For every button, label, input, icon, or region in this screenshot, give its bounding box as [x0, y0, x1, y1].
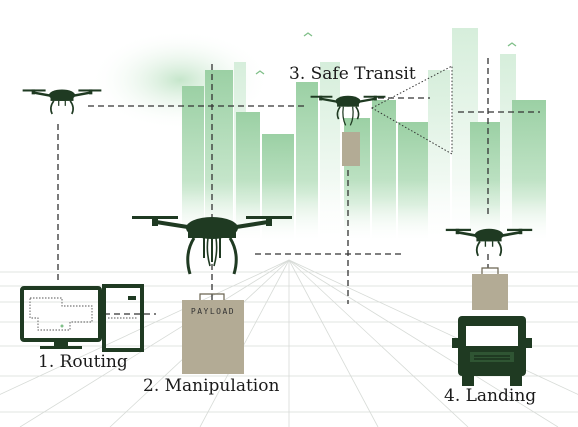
payload-box-icon	[342, 132, 360, 166]
bird-icon	[507, 42, 517, 47]
drone-icon	[310, 95, 386, 126]
drone-icon	[21, 88, 103, 116]
pc-tower-icon	[102, 284, 144, 352]
city-skyline	[170, 28, 560, 250]
payload-label: PAYLOAD	[191, 307, 235, 316]
routing-label: 1. Routing	[38, 352, 128, 372]
payload-box-icon	[472, 267, 508, 310]
manipulation-label: 2. Manipulation	[143, 376, 280, 396]
bird-icon	[255, 70, 265, 75]
drone-icon	[132, 216, 292, 275]
payload-box-icon: PAYLOAD	[182, 293, 244, 374]
landing-label: 4. Landing	[444, 386, 537, 406]
safe-transit-label: 3. Safe Transit	[289, 64, 416, 84]
bird-icon	[303, 32, 313, 37]
sensor-cone	[370, 65, 453, 155]
birds	[255, 32, 517, 75]
computer-monitor-icon	[20, 286, 102, 349]
delivery-truck-icon	[452, 316, 532, 386]
flight-paths	[57, 58, 540, 315]
